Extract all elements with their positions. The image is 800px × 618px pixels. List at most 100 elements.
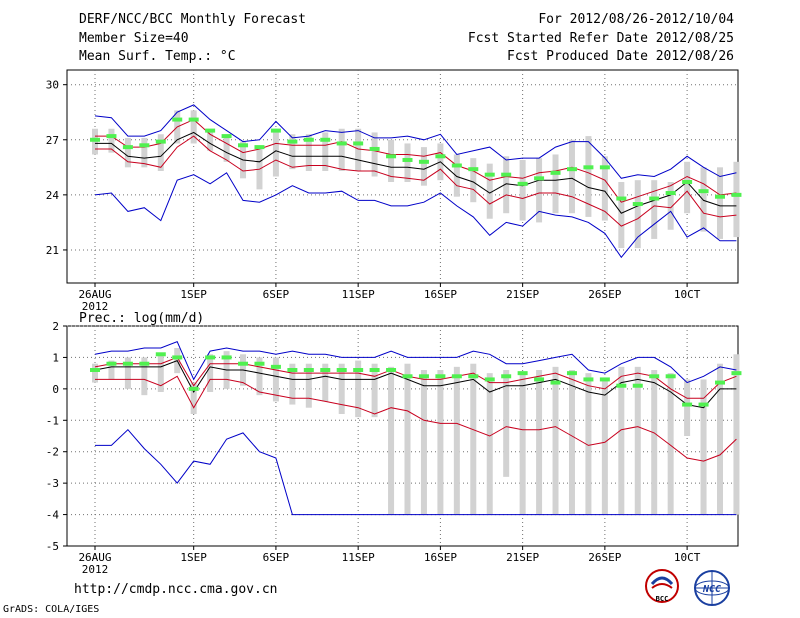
precip-x-tick-label: 1SEP [180,551,207,564]
temp-spread-box [404,143,411,183]
temp-spread-box [338,128,345,171]
temp-x-tick-label: 16SEP [424,288,457,301]
temp-series-upper [95,119,737,203]
precip-y-tick-label: -2 [46,446,59,459]
precip-spread-box [733,354,740,515]
temp-x-tick-label: 26SEP [588,288,621,301]
precip-y-tick-label: 0 [52,383,59,396]
temp-x-tick-label: 1SEP [180,288,207,301]
temp-spread-box [305,134,312,171]
temp-spread-box [157,134,164,171]
precip-spread-box [404,363,411,515]
agency-logos: BCC NCC [645,569,730,606]
precip-spread-box [305,363,312,408]
temp-spread-box [634,180,641,249]
precip-y-tick-label: -3 [46,477,59,490]
precip-spread-box [420,370,427,515]
precip-spread-box [552,366,559,515]
precip-spread-box [437,370,444,515]
precip-spread-box [700,379,707,515]
precip-spread-box [92,363,98,383]
figure-title: DERF/NCC/BCC Monthly Forecast [79,12,306,27]
precip-spread-box [568,370,575,515]
temp-spread-box [684,161,691,214]
variable-label: Mean Surf. Temp.: °C [79,49,236,64]
precip-spread-box [585,373,592,515]
temp-spread-box [667,182,674,230]
precip-spread-box [124,357,131,389]
precip-spread-box [157,354,164,392]
precip-y-tick-label: 1 [52,351,59,364]
ncc-logo-text: NCC [702,584,721,595]
precip-spread-box [601,379,608,515]
temp-y-tick-label: 30 [46,79,59,92]
ncc-logo: NCC [694,570,730,606]
temp-spread-box [124,137,131,168]
precip-spread-box [371,363,378,418]
temp-spread-box [503,156,510,214]
temp-spread-box [733,161,740,238]
precip-spread-box [684,379,691,436]
precip-x-tick-label: 26SEP [588,551,621,564]
temp-spread-box [420,147,427,186]
temp-spread-box [207,130,214,151]
precip-x-tick-label: 6SEP [263,551,290,564]
temp-spread-box [223,136,230,162]
temp-spread-box [568,139,575,214]
temp-spread-box [141,137,148,168]
fcst-started-date: Fcst Started Refer Date 2012/08/25 [467,31,734,46]
source-url: http://cmdp.ncc.cma.gov.cn [74,582,278,597]
temp-spread-box [601,156,608,221]
temp-y-tick-label: 27 [46,134,59,147]
precip-spread-box [207,354,214,392]
precip-spread-box [322,363,329,402]
temp-spread-box [190,110,197,144]
temp-series-lower [95,135,737,227]
temp-spread-box [486,163,493,219]
temp-x-tick-label: 26AUG [78,288,111,301]
precip-series-upper [94,356,737,399]
temp-spread-box [536,158,543,223]
precip-spread-box [256,357,263,396]
precip-y-tick-label: -4 [46,509,60,522]
precip-spread-box [190,382,197,414]
temp-spread-box [651,180,658,239]
precip-spread-box [519,373,526,515]
precip-spread-box [536,370,543,515]
temp-x-tick-label: 10CT [674,288,701,301]
precip-spread-box [486,373,493,515]
precip-spread-box [470,363,477,515]
temp-spread-box [717,167,723,239]
precip-series-ensemble-mean [94,359,737,409]
precip-x-tick-label: 16SEP [424,551,457,564]
temp-x-tick-label: 6SEP [263,288,290,301]
temp-x-tick-label: 21SEP [506,288,539,301]
bcc-logo-text: BCC [656,595,669,603]
precip-spread-box [651,370,658,515]
precip-spread-box [717,363,723,515]
temp-y-tick-label: 21 [46,244,59,257]
precip-series-ensemble-max [94,341,737,384]
precip-x-tick-label: 26AUG [78,551,111,564]
precip-x-year-label: 2012 [82,563,109,576]
grads-credit: GrADS: COLA/IGES [3,604,100,615]
precip-spread-box [272,357,279,402]
temp-spread-box [272,130,279,177]
precip-spread-box [355,360,362,418]
temp-series-ensemble-mean [95,131,737,214]
fcst-produced-date: Fcst Produced Date 2012/08/26 [507,49,734,64]
temp-spread-box [700,167,707,232]
forecast-period: For 2012/08/26-2012/10/04 [538,12,734,27]
temp-series-ensemble-min [94,172,737,259]
temp-spread-box [388,139,395,183]
temp-spread-box [256,147,263,190]
temp-spread-box [355,128,362,171]
temp-spread-box [618,182,625,249]
temp-x-year-label: 2012 [82,300,109,313]
temp-spread-box [552,154,559,214]
precip-chart-title: Prec.: log(mm/d) [79,311,205,326]
temp-series-ensemble-max [94,104,737,179]
temp-spread-box [289,134,296,170]
